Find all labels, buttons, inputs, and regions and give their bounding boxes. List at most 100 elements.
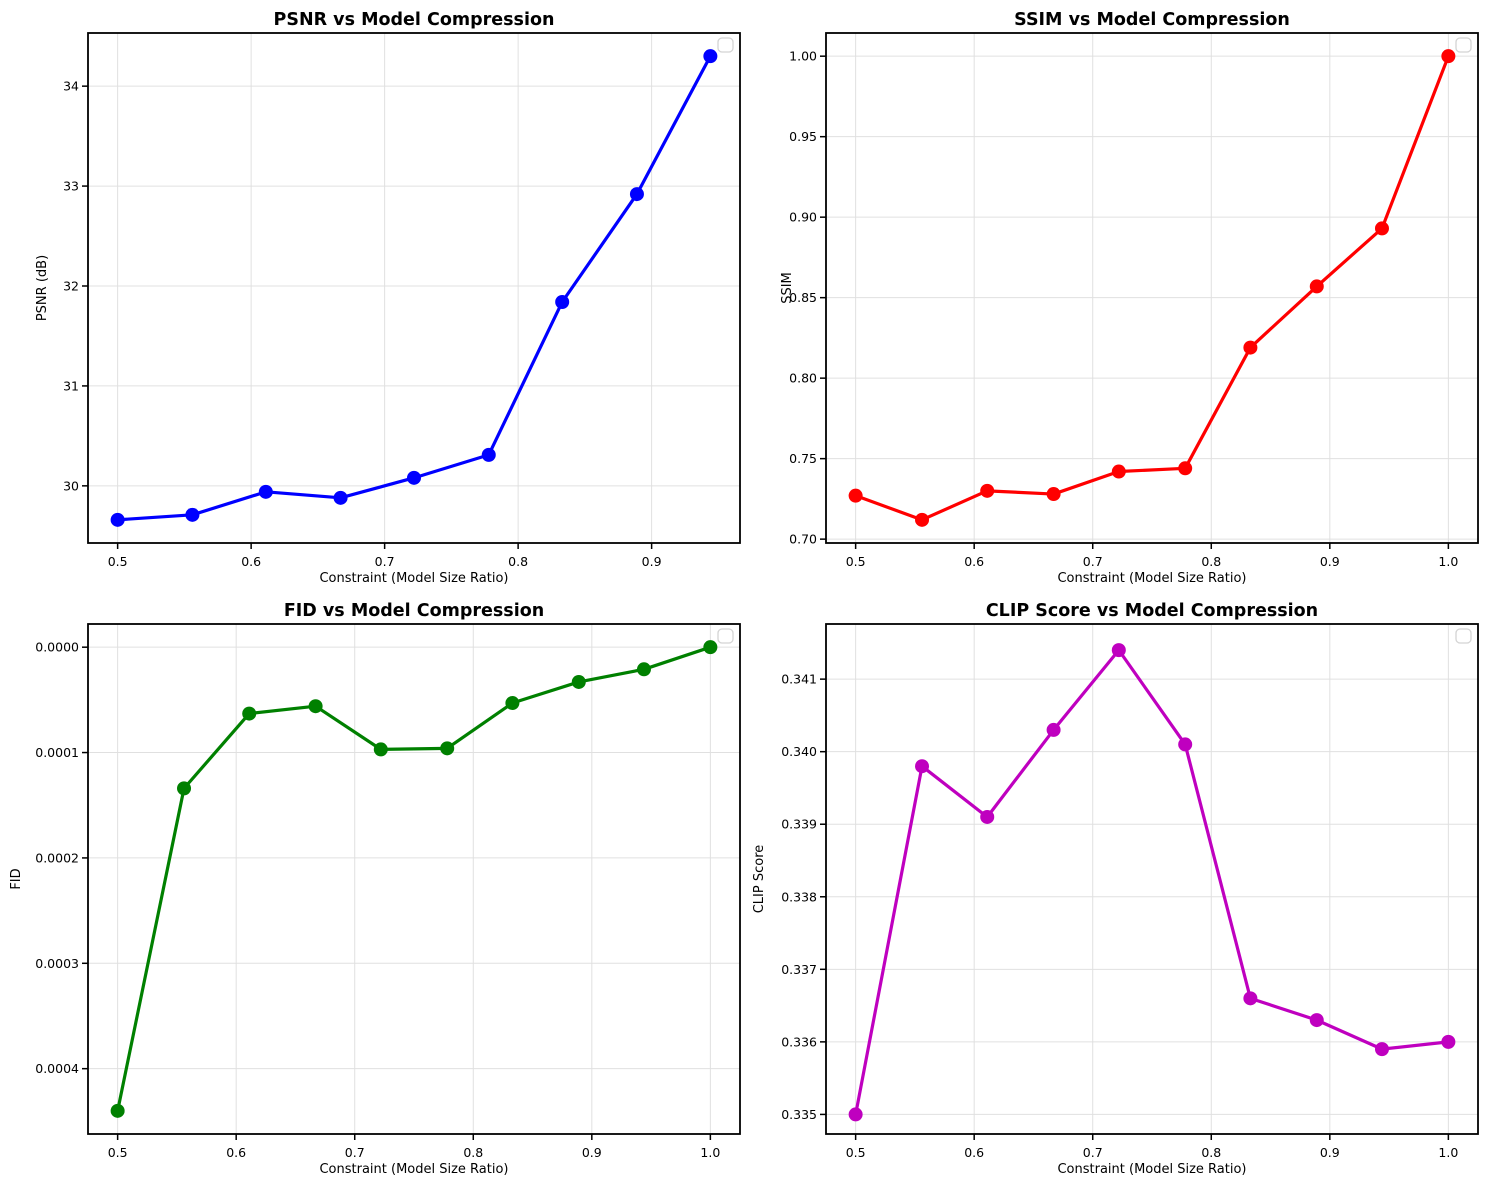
y-tick-label: 32	[63, 279, 79, 294]
fid-data-point	[242, 706, 257, 721]
ssim-data-point	[1111, 464, 1126, 479]
y-axis-label: CLIP Score	[752, 845, 767, 914]
fid-data-point	[505, 696, 520, 711]
x-tick-label: 0.6	[226, 1145, 246, 1160]
y-tick-label: 0.80	[789, 371, 817, 386]
x-tick-label: 0.8	[1201, 1145, 1221, 1160]
y-tick-label: 0.0001	[35, 745, 79, 760]
legend-box	[717, 628, 734, 644]
y-tick-label: 31	[63, 378, 79, 393]
x-tick-label: 0.7	[375, 554, 395, 569]
clip-line	[854, 648, 1450, 1117]
ssim-data-point	[980, 483, 995, 498]
fid-chart: 0.5 0.6 0.7 0.8 0.9 1.0 0.0000 0.0001 0.0002 0.00…	[9, 601, 741, 1177]
y-tick-label: 0.340	[781, 744, 817, 759]
x-tick-label: 0.8	[463, 1145, 483, 1160]
y-axis-label: FID	[9, 868, 24, 889]
clip-data-point	[1046, 722, 1061, 737]
ssim-data-point	[1178, 461, 1193, 476]
psnr-data-point	[407, 470, 421, 485]
x-axis-label: Constraint (Model Size Ratio)	[1057, 571, 1246, 586]
x-tick-label: 0.8	[1201, 554, 1221, 569]
y-tick-label: 0.335	[781, 1107, 817, 1122]
plot-border	[825, 32, 1479, 544]
plot-border	[87, 623, 741, 1135]
chart-title: CLIP Score vs Model Compression	[986, 601, 1318, 621]
ssim-data-point	[848, 488, 863, 503]
clip-data-point	[1243, 991, 1258, 1006]
y-tick-label: 0.341	[781, 672, 817, 687]
x-tick-label: 0.5	[108, 554, 128, 569]
x-tick-label: 0.7	[345, 1145, 365, 1160]
ssim-data-point	[1046, 487, 1061, 502]
clip-data-point	[1309, 1013, 1324, 1028]
clip-data-point	[980, 809, 995, 824]
x-axis-label: Constraint (Model Size Ratio)	[1057, 1162, 1246, 1177]
psnr-line	[116, 54, 712, 522]
clip-chart: 0.5 0.6 0.7 0.8 0.9 1.0 0.335 0.336 0.337 0.338 0.…	[752, 601, 1479, 1177]
legend-box	[1455, 37, 1472, 53]
clip-data-point	[1374, 1042, 1389, 1057]
ssim-data-point	[1441, 49, 1456, 64]
ssim-data-point	[915, 512, 930, 527]
y-tick-label: 0.95	[789, 129, 817, 144]
fid-data-point	[571, 674, 586, 689]
x-tick-label: 0.6	[241, 554, 261, 569]
psnr-data-point	[629, 187, 644, 202]
y-tick-label: 0.70	[789, 532, 817, 547]
chart-title: SSIM vs Model Compression	[1014, 10, 1290, 30]
x-tick-label: 1.0	[1438, 1145, 1458, 1160]
x-tick-label: 0.8	[508, 554, 528, 569]
ssim-data-point	[1309, 279, 1324, 294]
fid-data-point	[636, 662, 651, 677]
x-tick-label: 0.5	[846, 554, 866, 569]
psnr-data-point	[703, 49, 718, 64]
ssim-line	[854, 54, 1450, 522]
chart-title: PSNR vs Model Compression	[274, 10, 555, 30]
y-tick-label: 0.0000	[35, 640, 79, 655]
y-tick-label: 0.336	[781, 1034, 817, 1049]
x-tick-label: 0.7	[1083, 1145, 1103, 1160]
clip-data-point	[1441, 1034, 1456, 1049]
x-tick-label: 0.6	[964, 1145, 984, 1160]
fid-data-point	[308, 699, 323, 714]
clip-data-point	[1111, 643, 1126, 658]
ssim-data-point	[1374, 221, 1389, 236]
y-tick-label: 0.0004	[35, 1061, 79, 1076]
clip-data-point	[848, 1107, 863, 1122]
x-tick-label: 0.9	[1320, 554, 1340, 569]
plot-border	[87, 32, 741, 544]
psnr-data-point	[481, 447, 496, 462]
x-tick-label: 0.5	[846, 1145, 866, 1160]
y-tick-label: 0.337	[781, 962, 817, 977]
legend-box	[717, 37, 734, 53]
x-tick-label: 0.9	[642, 554, 662, 569]
chart-title: FID vs Model Compression	[284, 601, 544, 621]
y-axis-label: SSIM	[780, 272, 795, 304]
y-axis-label: PSNR (dB)	[35, 255, 50, 321]
ssim-data-point	[1243, 340, 1258, 355]
ssim-chart: 0.5 0.6 0.7 0.8 0.9 1.0 0.70 0.75 0.80 0.85 0.90 0.…	[780, 10, 1479, 586]
y-tick-label: 30	[63, 478, 79, 493]
y-tick-label: 33	[63, 179, 79, 194]
x-tick-label: 0.7	[1083, 554, 1103, 569]
y-tick-label: 0.0002	[35, 850, 79, 865]
fid-data-point	[373, 742, 388, 757]
psnr-data-point	[185, 507, 200, 522]
fid-data-point	[110, 1103, 125, 1118]
x-tick-label: 1.0	[700, 1145, 720, 1160]
y-tick-label: 1.00	[789, 49, 817, 64]
plot-border	[825, 623, 1479, 1135]
psnr-data-point	[110, 512, 125, 527]
fid-line	[116, 645, 712, 1113]
y-tick-label: 0.90	[789, 210, 817, 225]
x-tick-label: 0.9	[582, 1145, 602, 1160]
psnr-data-point	[258, 484, 273, 499]
y-tick-label: 0.338	[781, 889, 817, 904]
x-tick-label: 1.0	[1438, 554, 1458, 569]
legend-box	[1455, 628, 1472, 644]
x-tick-label: 0.5	[108, 1145, 128, 1160]
psnr-chart: 0.5 0.6 0.7 0.8 0.9 30 31 32 33 34 PSNR vs Model C…	[35, 10, 741, 586]
